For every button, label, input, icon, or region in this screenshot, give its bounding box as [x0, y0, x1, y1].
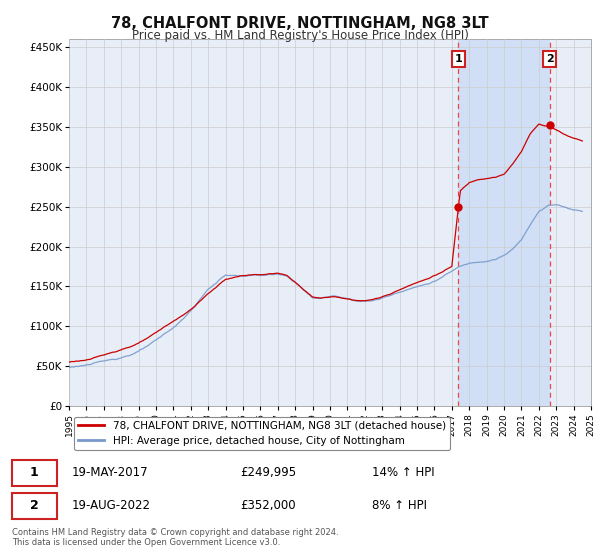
Text: £352,000: £352,000 [240, 500, 296, 512]
Text: 14% ↑ HPI: 14% ↑ HPI [372, 466, 434, 479]
FancyBboxPatch shape [12, 460, 57, 486]
Text: 8% ↑ HPI: 8% ↑ HPI [372, 500, 427, 512]
Text: Contains HM Land Registry data © Crown copyright and database right 2024.
This d: Contains HM Land Registry data © Crown c… [12, 528, 338, 547]
Text: 19-AUG-2022: 19-AUG-2022 [72, 500, 151, 512]
FancyBboxPatch shape [12, 493, 57, 519]
Text: Price paid vs. HM Land Registry's House Price Index (HPI): Price paid vs. HM Land Registry's House … [131, 29, 469, 41]
Text: 78, CHALFONT DRIVE, NOTTINGHAM, NG8 3LT: 78, CHALFONT DRIVE, NOTTINGHAM, NG8 3LT [111, 16, 489, 31]
Legend: 78, CHALFONT DRIVE, NOTTINGHAM, NG8 3LT (detached house), HPI: Average price, de: 78, CHALFONT DRIVE, NOTTINGHAM, NG8 3LT … [74, 417, 450, 450]
Text: 19-MAY-2017: 19-MAY-2017 [72, 466, 149, 479]
Text: 2: 2 [30, 500, 38, 512]
Text: 2: 2 [546, 54, 554, 64]
Text: £249,995: £249,995 [240, 466, 296, 479]
Text: 1: 1 [455, 54, 462, 64]
Text: 1: 1 [30, 466, 38, 479]
Bar [458, 39, 550, 406]
